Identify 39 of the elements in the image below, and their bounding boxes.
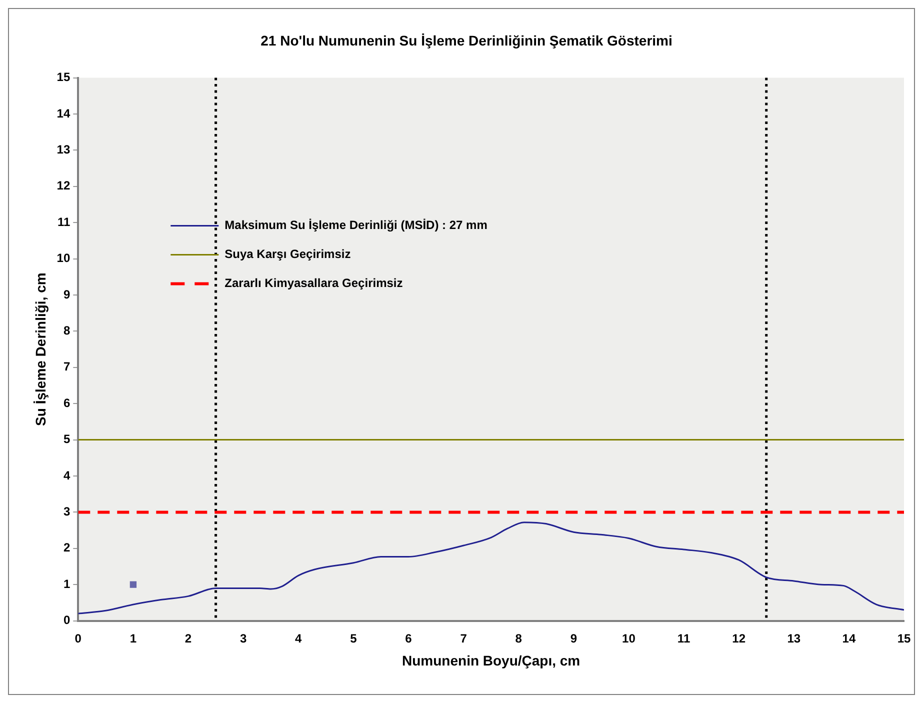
x-tick-label: 7 (460, 631, 468, 646)
legend-label: Maksimum Su İşleme Derinliği (MSİD) : 27 mm (224, 218, 488, 232)
line-series (78, 522, 904, 614)
x-tick-label: 6 (405, 631, 412, 646)
x-tick-label: 9 (570, 631, 578, 646)
y-tick-label: 14 (56, 106, 70, 120)
legend-label: Zararlı Kimyasallara Geçirimsiz (224, 276, 403, 290)
legend-label: Suya Karşı Geçirimsiz (224, 247, 351, 262)
chart-title: 21 No'lu Numunenin Su İşleme Derinliğinin Şematik Gösterimi (260, 32, 672, 48)
y-tick-label: 3 (63, 504, 70, 519)
x-tick-label: 10 (622, 631, 636, 646)
x-tick-label: 12 (732, 631, 746, 646)
y-tick-label: 12 (56, 178, 70, 193)
x-tick-label: 14 (842, 631, 856, 646)
y-tick-label: 4 (63, 468, 70, 482)
x-tick-label: 5 (350, 631, 358, 646)
x-tick-label: 15 (897, 631, 911, 646)
y-tick-label: 5 (63, 432, 70, 446)
x-tick-label: 3 (240, 631, 247, 646)
y-tick-label: 1 (63, 576, 70, 591)
x-tick-label: 1 (130, 631, 137, 646)
y-axis-title: Su İşleme Derinliği, cm (32, 272, 48, 426)
y-tick-label: 7 (63, 360, 70, 374)
y-tick-label: 8 (63, 324, 70, 338)
x-tick-label: 8 (515, 631, 522, 646)
x-tick-label: 13 (787, 631, 801, 646)
y-tick-label: 6 (63, 396, 70, 410)
y-tick-label: 13 (56, 142, 70, 157)
y-tick-label: 0 (63, 613, 70, 628)
x-tick-label: 0 (74, 631, 82, 646)
y-tick-label: 15 (56, 70, 70, 84)
x-tick-label: 4 (295, 631, 302, 646)
x-axis-title: Numunenin Boyu/Çapı, cm (402, 652, 580, 668)
y-tick-label: 11 (57, 214, 70, 229)
y-tick-label: 9 (63, 287, 70, 302)
y-tick-label: 10 (56, 251, 70, 266)
x-tick-label: 2 (184, 631, 192, 646)
y-tick-label: 2 (63, 540, 70, 555)
x-tick-label: 11 (677, 631, 690, 646)
